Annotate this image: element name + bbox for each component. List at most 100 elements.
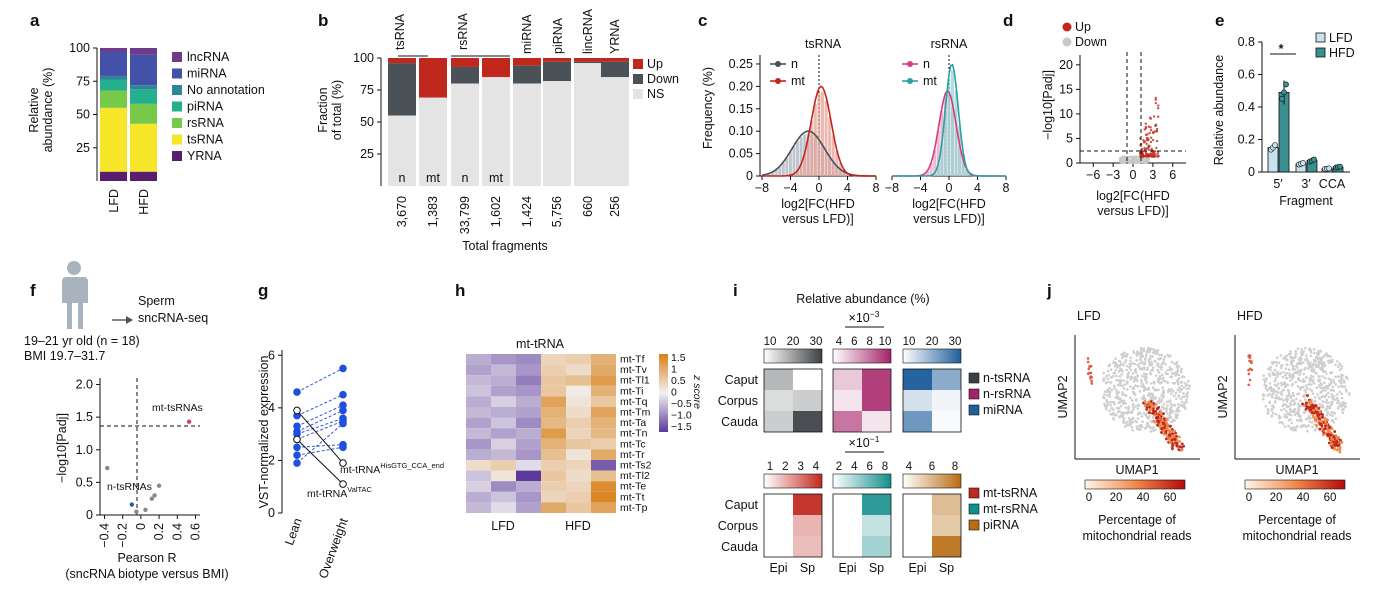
- j-cell-point: [1309, 361, 1312, 365]
- h-cell: [466, 470, 491, 482]
- j-colorbar-tick: 0: [1086, 492, 1092, 504]
- j-cell-point: [1120, 372, 1124, 376]
- j-cell-point: [1121, 391, 1124, 394]
- j-cell-point-high: [1313, 417, 1317, 420]
- j-cell-point: [1132, 406, 1135, 410]
- g-point: [293, 443, 301, 452]
- j-cell-point: [1296, 424, 1299, 428]
- j-cell-point: [1334, 375, 1337, 379]
- j-cell-point: [1118, 383, 1122, 387]
- j-cell-point-high: [1156, 416, 1160, 419]
- j-cell-point-high: [1149, 400, 1153, 403]
- b-bar-seg-ns: [419, 97, 447, 186]
- j-cell-point: [1168, 367, 1172, 371]
- j-cell-point: [1307, 383, 1311, 386]
- j-cell-point: [1323, 381, 1326, 384]
- j-cell-point: [1280, 381, 1283, 385]
- f-xtick-label: 0.4: [170, 523, 184, 540]
- j-cell-point: [1134, 419, 1137, 423]
- j-cell-point: [1169, 415, 1173, 419]
- j-cell-point: [1339, 384, 1343, 388]
- g-point: [339, 390, 347, 399]
- i-exp1: ×10−1: [849, 434, 880, 450]
- i-row-label: Cauda: [721, 540, 758, 554]
- j-cell-point: [1334, 398, 1337, 401]
- j-cell-point: [1114, 363, 1117, 366]
- c-hist-bar: [813, 103, 817, 176]
- i-legend-swatch: [968, 503, 980, 515]
- a-bar-seg-mirna: [130, 54, 157, 86]
- i-scale-tick: 2: [836, 461, 842, 473]
- j-cell-point: [1108, 409, 1112, 413]
- i-cell: [932, 411, 961, 432]
- j-cell-point: [1268, 382, 1272, 385]
- panel-letter-h: h: [455, 281, 465, 300]
- g-ylabel: VST-normalized expression: [257, 356, 271, 509]
- h-cell: [541, 375, 566, 386]
- j-cell-point: [1162, 358, 1166, 361]
- j-cell-point: [1138, 367, 1142, 371]
- j-cell-point: [1166, 381, 1170, 384]
- f-cohort-2: BMI 19.7–31.7: [24, 349, 105, 363]
- j-cell-point: [1115, 391, 1119, 394]
- j-cell-point: [1313, 396, 1317, 399]
- b-group-label: lincRNA: [581, 8, 595, 54]
- j-cell-point: [1185, 395, 1189, 398]
- j-cell-point-high: [1311, 404, 1315, 408]
- i-scale-tick: 10: [879, 336, 892, 348]
- d-point-up: [1152, 131, 1155, 135]
- j-colorbar-tick: 0: [1246, 492, 1252, 504]
- i-scale-tick: 3: [797, 461, 803, 473]
- j-cell-point: [1104, 390, 1108, 394]
- j-cell-point: [1336, 360, 1339, 363]
- j-cell-point: [1167, 354, 1170, 358]
- j-cell-point: [1131, 428, 1134, 432]
- j-cell-point: [1156, 400, 1160, 404]
- d-xtick-label: 0: [1130, 168, 1137, 182]
- j-cell-point: [1123, 383, 1127, 386]
- g-label-val: mt-tRNAValTAC: [307, 485, 373, 500]
- j-cell-point: [1293, 413, 1297, 417]
- j-cell-point: [1138, 365, 1141, 369]
- j-cell-point-high: [1165, 417, 1168, 421]
- j-cell-point: [1291, 368, 1295, 371]
- f-xtick-label: −0.2: [116, 523, 130, 548]
- j-cell-point: [1142, 347, 1146, 350]
- j-cell-point: [1117, 397, 1120, 400]
- j-cell-point: [1287, 424, 1290, 428]
- j-cell-point: [1276, 391, 1280, 394]
- j-cell-point-high: [1320, 420, 1324, 424]
- a-bar-seg-no-annotation: [100, 75, 127, 80]
- j-cell-point: [1126, 372, 1130, 375]
- e-ytick-label: 0.4: [1238, 100, 1255, 114]
- j-caption-2: mitochondrial reads: [1242, 529, 1351, 543]
- j-cell-point-high: [1171, 444, 1174, 448]
- i-cell: [793, 515, 822, 536]
- c-ytick-label: 0.20: [729, 79, 753, 93]
- j-cell-point: [1291, 391, 1295, 395]
- i-cell: [833, 411, 862, 432]
- h-row-label: mt-Te: [620, 481, 646, 493]
- j-cell-point: [1138, 390, 1142, 393]
- a-bar-seg-yrna: [100, 171, 127, 181]
- f-arrow-head-icon: [126, 316, 133, 324]
- d-point-up: [1147, 125, 1151, 128]
- j-cell-point: [1274, 376, 1278, 380]
- h-cell: [491, 491, 516, 503]
- j-cell-point: [1324, 400, 1328, 404]
- j-cell-point: [1334, 363, 1337, 367]
- j-cell-point-high: [1148, 411, 1151, 415]
- j-cell-point: [1177, 386, 1181, 389]
- j-cell-point: [1311, 379, 1315, 382]
- j-cell-point: [1134, 384, 1138, 387]
- j-cell-point: [1160, 373, 1164, 377]
- j-cell-point: [1130, 411, 1134, 414]
- j-cell-point: [1121, 393, 1124, 397]
- d-point-up: [1149, 128, 1153, 132]
- b-count-label: 1,602: [489, 196, 503, 227]
- i-scale-bar: [902, 473, 962, 489]
- j-cell-point: [1315, 426, 1318, 430]
- j-cell-point: [1108, 393, 1111, 396]
- h-cell: [591, 502, 616, 513]
- j-cell-point: [1102, 379, 1105, 383]
